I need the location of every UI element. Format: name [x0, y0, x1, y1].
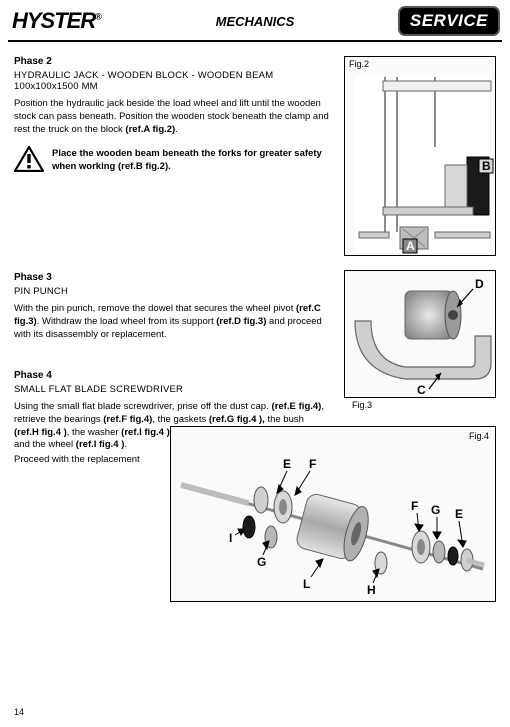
callout-g: G	[257, 555, 266, 569]
phase-2-note-text: Place the wooden beam beneath the forks …	[52, 146, 339, 174]
callout-h: H	[367, 583, 376, 597]
callout-i: I	[229, 531, 232, 545]
phase-2-block: Phase 2 HYDRAULIC JACK - WOODEN BLOCK - …	[14, 56, 339, 174]
phase-3-title: Phase 3	[14, 272, 324, 283]
callout-f2: F	[411, 499, 418, 513]
figure-3-label: Fig.3	[352, 400, 372, 410]
callout-g2: G	[431, 503, 440, 517]
callout-l: L	[303, 577, 310, 591]
callout-e2: E	[455, 507, 463, 521]
figure-3: D C	[344, 270, 496, 398]
figure-4-label: Fig.4	[469, 431, 489, 441]
callout-d: D	[475, 277, 484, 291]
phase-2-title: Phase 2	[14, 56, 339, 67]
proceed-text: Proceed with the replacement	[14, 454, 164, 465]
phase-3-subtitle: PIN PUNCH	[14, 286, 324, 297]
brand-logo: HYSTER®	[12, 8, 101, 34]
section-title: MECHANICS	[216, 14, 295, 29]
page-number: 14	[14, 707, 24, 717]
figure-4: Fig.4	[170, 426, 496, 602]
brand-reg: ®	[95, 12, 101, 22]
phase-4-subtitle: SMALL FLAT BLADE SCREWDRIVER	[14, 384, 324, 395]
page-header: HYSTER® MECHANICS SERVICE	[8, 6, 502, 42]
callout-a: A	[406, 239, 415, 253]
callout-b: B	[482, 159, 491, 173]
phase-3-body: With the pin punch, remove the dowel tha…	[14, 303, 324, 341]
callout-c: C	[417, 383, 426, 397]
figure-4-svg	[171, 427, 497, 603]
phase-2-body: Position the hydraulic jack beside the l…	[14, 98, 339, 136]
phase-4-title: Phase 4	[14, 370, 324, 381]
phase-2-note: Place the wooden beam beneath the forks …	[14, 146, 339, 174]
brand-text: HYSTER	[12, 8, 95, 33]
service-badge: SERVICE	[398, 6, 500, 36]
phase-2-subtitle: HYDRAULIC JACK - WOODEN BLOCK - WOODEN B…	[14, 70, 339, 92]
phase-3-block: Phase 3 PIN PUNCH With the pin punch, re…	[14, 272, 324, 349]
figure-2: Fig.2 A B	[344, 56, 496, 256]
callout-e: E	[283, 457, 291, 471]
callout-f: F	[309, 457, 316, 471]
warning-icon	[14, 146, 44, 172]
figure-2-label: Fig.2	[349, 59, 369, 69]
figure-2-svg	[345, 57, 497, 257]
